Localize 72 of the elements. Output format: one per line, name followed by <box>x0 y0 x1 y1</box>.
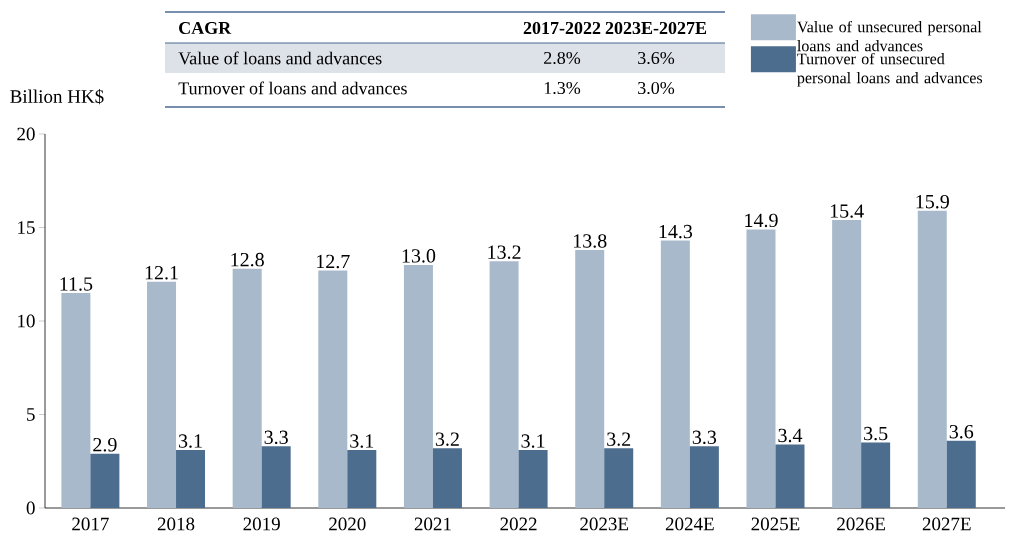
bar <box>604 448 634 509</box>
bar <box>832 220 862 509</box>
bar <box>90 453 120 509</box>
data-label: 3.2 <box>607 432 631 446</box>
bar <box>660 240 690 509</box>
text: 3.0% <box>638 81 675 95</box>
x-tick-label: 2023E <box>580 517 629 531</box>
data-label: 3.4 <box>778 428 803 443</box>
bar <box>489 261 519 509</box>
text: Turnover of loans and advances <box>178 81 407 95</box>
bar <box>746 229 776 509</box>
data-label: 12.1 <box>145 266 178 280</box>
data-label: 3.3 <box>264 430 288 445</box>
text: 3.6% <box>638 51 675 65</box>
x-tick-label: 2026E <box>837 517 885 531</box>
data-label: 13.0 <box>402 249 436 263</box>
text: 2017-2022 <box>523 21 601 35</box>
bar <box>946 440 976 509</box>
text: 2023E-2027E <box>605 21 707 35</box>
x-tick-label: 2024E <box>665 517 714 531</box>
text: 1.3% <box>544 81 581 95</box>
data-label: 13.2 <box>488 245 521 259</box>
data-label: 3.3 <box>692 430 717 445</box>
data-label: 3.6 <box>949 424 974 439</box>
x-tick-label: 2027E <box>922 517 971 531</box>
x-tick-label: 2018 <box>157 517 195 531</box>
x-tick-label: 2017 <box>72 517 109 531</box>
text: Value of loans and advances <box>178 51 382 65</box>
bar <box>261 446 291 509</box>
data-label: 12.7 <box>317 254 350 269</box>
data-label: 13.8 <box>573 234 607 248</box>
data-label: 3.5 <box>864 426 888 441</box>
bar <box>575 249 605 509</box>
data-label: 15.4 <box>830 204 864 218</box>
bar <box>147 281 177 509</box>
x-tick-label: 2021 <box>414 517 451 531</box>
y-tick-label: 5 <box>27 408 35 421</box>
bar <box>917 210 947 509</box>
data-label: 3.2 <box>435 432 459 446</box>
legend-label: Value of unsecured personal loans and advances <box>797 20 982 52</box>
bar <box>689 446 719 509</box>
y-tick-label: 10 <box>18 314 35 328</box>
bar <box>518 450 548 509</box>
x-tick-label: 2019 <box>243 517 280 531</box>
data-label: 15.9 <box>916 194 949 209</box>
data-label: 14.3 <box>659 224 693 239</box>
legend-label: Turnover of unsecured personal loans and advances <box>797 52 983 87</box>
x-tick-label: 2020 <box>329 517 366 531</box>
data-label: 3.1 <box>521 434 545 448</box>
bar <box>775 444 805 509</box>
y-axis-title: Billion HK$ <box>10 89 104 105</box>
y-tick-label: 20 <box>17 127 35 141</box>
data-label: 12.8 <box>231 252 264 267</box>
bar <box>347 450 377 509</box>
text: CAGR <box>179 21 232 35</box>
bar <box>318 270 348 509</box>
data-label: 3.1 <box>350 434 374 448</box>
bar <box>432 448 462 509</box>
bar <box>61 292 91 509</box>
bar <box>861 442 891 509</box>
data-label: 2.9 <box>93 438 117 452</box>
text: 2.8% <box>544 51 581 65</box>
data-label: 3.1 <box>178 434 202 448</box>
x-tick-label: 2022 <box>500 517 537 531</box>
data-label: 14.9 <box>745 213 778 228</box>
bar <box>403 264 433 509</box>
y-tick-label: 15 <box>18 221 35 234</box>
x-tick-label: 2025E <box>751 517 800 531</box>
data-label: 11.5 <box>60 277 93 291</box>
bar <box>232 268 262 509</box>
bar <box>176 450 206 509</box>
y-tick-label: 0 <box>26 501 35 515</box>
